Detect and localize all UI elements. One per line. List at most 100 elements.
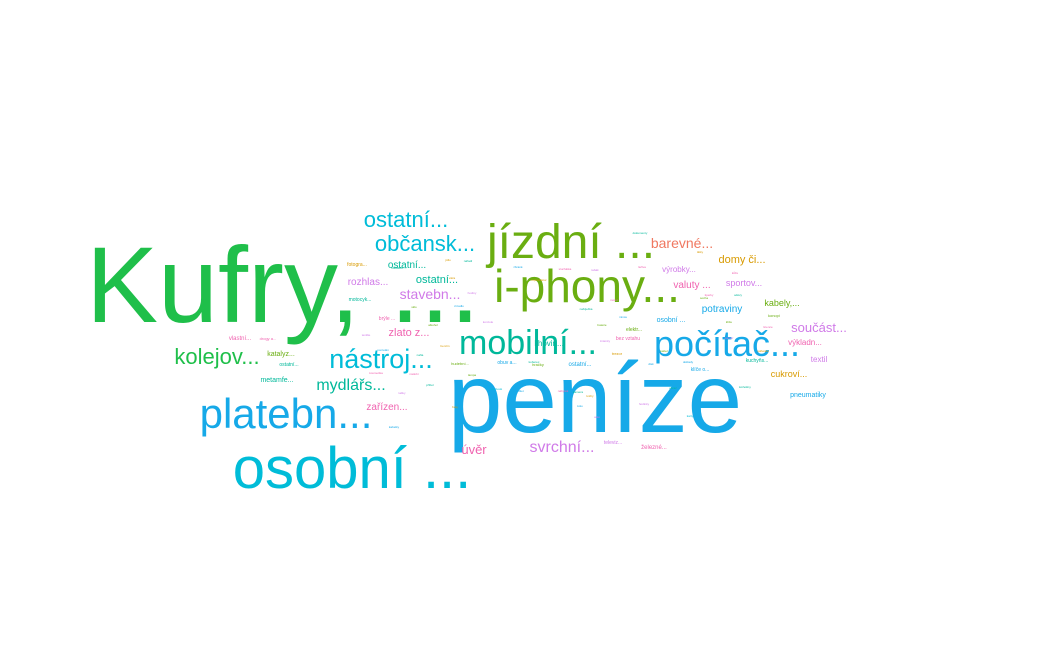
- cloud-word: nástroj...: [329, 344, 433, 374]
- cloud-word: valuty ...: [673, 280, 710, 291]
- cloud-word: barevné...: [651, 235, 713, 251]
- cloud-word: konopí: [768, 313, 781, 318]
- cloud-word: zbraně: [513, 265, 523, 269]
- cloud-word: tablet: [516, 389, 524, 393]
- cloud-word: ostatní...: [391, 265, 406, 270]
- cloud-word: osobní ...: [657, 317, 686, 324]
- cloud-word: boty: [452, 405, 458, 409]
- cloud-word: sklo: [411, 305, 417, 309]
- cloud-word: zlato z...: [389, 327, 430, 339]
- cloud-word: porcelán: [377, 348, 389, 352]
- cloud-word: auto: [594, 415, 600, 419]
- cloud-word: paměť: [725, 336, 735, 340]
- cloud-word: koberec: [529, 360, 540, 364]
- cloud-word: kamera: [573, 390, 583, 394]
- cloud-word: software: [757, 349, 769, 353]
- cloud-word: ostatní...: [568, 362, 591, 368]
- cloud-word: motor: [610, 298, 618, 302]
- cloud-word: výkladn...: [788, 338, 822, 347]
- cloud-word: nářadí: [464, 259, 473, 263]
- cloud-word: tabák: [591, 268, 599, 272]
- cloud-word: platebn...: [200, 390, 373, 437]
- cloud-word: klíče: [726, 320, 733, 324]
- cloud-word: textilie: [362, 333, 371, 337]
- cloud-word: benzín: [440, 344, 449, 348]
- cloud-word: občansk...: [375, 231, 475, 256]
- cloud-word: známky: [600, 339, 611, 343]
- cloud-word: kabelky: [389, 425, 400, 429]
- cloud-word: látky: [697, 250, 704, 254]
- cloud-word: hračky: [532, 362, 544, 367]
- cloud-word: alkohol: [428, 323, 438, 327]
- cloud-word: nabíječka: [580, 307, 593, 311]
- cloud-word: klíče o...: [691, 367, 710, 373]
- cloud-word: televiz...: [604, 440, 622, 446]
- cloud-word: kolejov...: [174, 344, 259, 369]
- cloud-word: kůže: [732, 271, 739, 275]
- cloud-word: notebook: [490, 387, 503, 391]
- cloud-word: zrcadlo: [454, 304, 464, 308]
- cloud-word: ostatní...: [279, 362, 298, 368]
- cloud-word: kolo: [577, 404, 583, 408]
- cloud-word: kosmetika: [369, 371, 383, 375]
- cloud-word: hodiny: [468, 291, 477, 295]
- cloud-word: hodinky: [639, 402, 650, 406]
- cloud-word: kabel: [660, 349, 668, 353]
- cloud-word: textil: [811, 355, 828, 364]
- cloud-word: součást...: [791, 320, 847, 335]
- cloud-word: příbor: [426, 383, 434, 387]
- cloud-word: ostatní...: [388, 260, 426, 271]
- cloud-word: peníze: [448, 343, 742, 453]
- cloud-word: svrchní...: [530, 439, 595, 456]
- cloud-word: váza: [449, 276, 456, 280]
- cloud-word: obuv a...: [497, 360, 516, 366]
- cloud-word: zařízen...: [366, 402, 407, 413]
- cloud-word: sluchátka: [559, 267, 572, 271]
- cloud-word: konzole: [483, 320, 494, 324]
- cloud-word: cukroví...: [771, 369, 808, 379]
- cloud-word: reproduktor: [531, 278, 546, 282]
- cloud-word: jízdní ...: [485, 216, 655, 269]
- cloud-word: jídlo: [444, 258, 451, 262]
- cloud-word: osobní ...: [233, 436, 472, 501]
- cloud-word: léčiva: [638, 265, 646, 269]
- cloud-word: motocyk...: [349, 297, 372, 303]
- cloud-word: obraz: [669, 386, 677, 390]
- cloud-word: nafta: [417, 353, 424, 357]
- cloud-word: ostatní...: [364, 207, 448, 232]
- cloud-word: pneumatiky: [790, 392, 826, 399]
- cloud-word: kožešiny: [739, 385, 751, 389]
- cloud-word: disk: [648, 362, 654, 366]
- cloud-word: metamfe...: [260, 377, 293, 384]
- cloud-word: fotogra...: [347, 262, 367, 268]
- cloud-word: hudební...: [451, 361, 469, 366]
- cloud-word: oděvy: [734, 293, 743, 297]
- cloud-word: sportov...: [726, 278, 762, 288]
- cloud-word: tašky: [398, 391, 406, 395]
- cloud-word: i-phony...: [494, 260, 680, 312]
- cloud-word: vlastní...: [229, 336, 252, 342]
- cloud-word: nádobí: [409, 372, 418, 376]
- cloud-word: kabely,...: [764, 298, 799, 308]
- cloud-word: katalyz...: [267, 351, 295, 358]
- cloud-word: počítač...: [654, 323, 800, 364]
- cloud-word: kuchyňs...: [746, 358, 769, 364]
- cloud-word: domy či...: [718, 254, 765, 266]
- cloud-word: mobilní...: [459, 324, 597, 362]
- cloud-word: železné...: [641, 445, 667, 451]
- cloud-word: mince: [619, 315, 627, 319]
- cloud-word: baterie: [597, 323, 607, 327]
- cloud-word: karty: [687, 414, 694, 418]
- cloud-word: lampa: [468, 373, 477, 377]
- cloud-word: brýle ...: [379, 316, 395, 322]
- cloud-word: Kufry, ...: [86, 224, 480, 345]
- cloud-word: elektr...: [626, 327, 642, 333]
- cloud-word: lihovin...: [534, 339, 563, 348]
- cloud-word: drogy a...: [260, 336, 277, 341]
- cloud-word: socha: [700, 296, 708, 300]
- cloud-word: ostatní...: [416, 274, 458, 286]
- cloud-word: potraviny: [702, 304, 743, 315]
- cloud-word: mydlářs...: [316, 377, 385, 394]
- cloud-word: nábytek: [558, 389, 569, 393]
